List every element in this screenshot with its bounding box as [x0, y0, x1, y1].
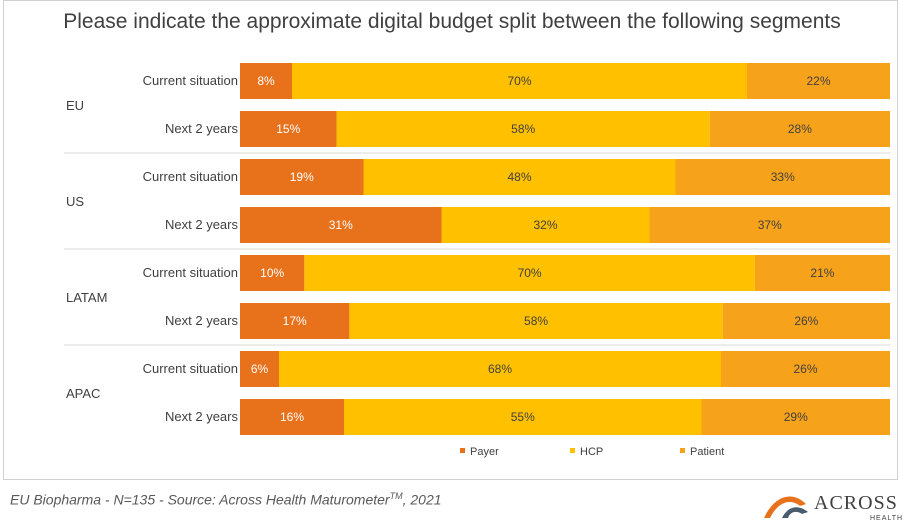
- bar-segment-patient: [722, 303, 890, 339]
- data-label: 19%: [290, 170, 314, 184]
- data-label: 17%: [283, 314, 307, 328]
- bar-segment-payer: [240, 255, 305, 291]
- bar-segment-hcp: [349, 303, 723, 339]
- group-label: APAC: [66, 386, 100, 401]
- bar-segment-patient: [701, 399, 890, 435]
- row-label: Next 2 years: [165, 121, 238, 136]
- data-label: 70%: [507, 74, 531, 88]
- data-label: 15%: [276, 122, 300, 136]
- bar-segment-payer: [240, 303, 350, 339]
- bar-segment-hcp: [304, 255, 755, 291]
- bar-segment-patient: [747, 63, 890, 99]
- data-label: 26%: [794, 314, 818, 328]
- bar-segment-payer: [240, 63, 292, 99]
- bar-segment-patient: [709, 111, 890, 147]
- row-label: Next 2 years: [165, 217, 238, 232]
- data-label: 28%: [788, 122, 812, 136]
- bar-segment-payer: [240, 351, 279, 387]
- data-label: 21%: [810, 266, 834, 280]
- bar-segment-payer: [240, 111, 337, 147]
- legend-label: Patient: [690, 446, 724, 458]
- data-label: 31%: [329, 218, 353, 232]
- footnote-year: , 2021: [402, 491, 442, 508]
- row-label: Next 2 years: [165, 409, 238, 424]
- bar-segment-hcp: [336, 111, 710, 147]
- data-label: 10%: [260, 266, 284, 280]
- legend-swatch-patient: [680, 448, 685, 453]
- row-label: Current situation: [143, 361, 238, 376]
- bar-segment-patient: [649, 207, 890, 243]
- data-label: 22%: [806, 74, 830, 88]
- bar-segment-hcp: [344, 399, 702, 435]
- data-label: 26%: [793, 362, 817, 376]
- chart-frame: [3, 0, 898, 480]
- logo-subtitle: HEALTH: [870, 515, 904, 522]
- chart-title: Please indicate the approximate digital …: [63, 10, 841, 33]
- data-label: 6%: [251, 362, 269, 376]
- data-label: 32%: [533, 218, 557, 232]
- source-footnote: EU Biopharma - N=135 - Source: Across He…: [10, 491, 442, 508]
- data-label: 33%: [771, 170, 795, 184]
- data-label: 68%: [488, 362, 512, 376]
- data-label: 70%: [518, 266, 542, 280]
- logo-swoosh-icon: [764, 496, 808, 518]
- trademark-superscript: TM: [389, 491, 403, 501]
- bar-segment-hcp: [441, 207, 650, 243]
- bar-segment-payer: [240, 159, 364, 195]
- group-label: EU: [66, 98, 84, 113]
- bar-segment-payer: [240, 399, 344, 435]
- bar-segment-hcp: [292, 63, 747, 99]
- bar-segment-hcp: [363, 159, 676, 195]
- data-label: 29%: [784, 410, 808, 424]
- logo-wordmark: ACROSS: [814, 492, 898, 514]
- data-label: 58%: [524, 314, 548, 328]
- group-label: LATAM: [66, 290, 107, 305]
- row-label: Current situation: [143, 73, 238, 88]
- data-label: 58%: [511, 122, 535, 136]
- data-label: 16%: [280, 410, 304, 424]
- data-label: 55%: [511, 410, 535, 424]
- legend-label: Payer: [470, 446, 499, 458]
- data-label: 8%: [257, 74, 275, 88]
- across-health-logo: ACROSS HEALTH: [762, 488, 902, 528]
- bar-segment-patient: [675, 159, 890, 195]
- legend-label: HCP: [580, 446, 603, 458]
- row-label: Next 2 years: [165, 313, 238, 328]
- bar-segment-hcp: [279, 351, 721, 387]
- bar-segment-patient: [721, 351, 890, 387]
- legend-swatch-payer: [460, 448, 465, 453]
- group-label: US: [66, 194, 84, 209]
- row-label: Current situation: [143, 169, 238, 184]
- footnote-text: EU Biopharma - N=135 - Source: Across He…: [10, 491, 390, 508]
- bar-segment-patient: [754, 255, 890, 291]
- stacked-bar-chart: 8% 70% 22% Current situation 15% 58% 28% Next 2…: [64, 63, 890, 458]
- row-label: Current situation: [143, 265, 238, 280]
- legend-swatch-hcp: [570, 448, 575, 453]
- data-label: 48%: [507, 170, 531, 184]
- data-label: 37%: [758, 218, 782, 232]
- bar-segment-payer: [240, 207, 442, 243]
